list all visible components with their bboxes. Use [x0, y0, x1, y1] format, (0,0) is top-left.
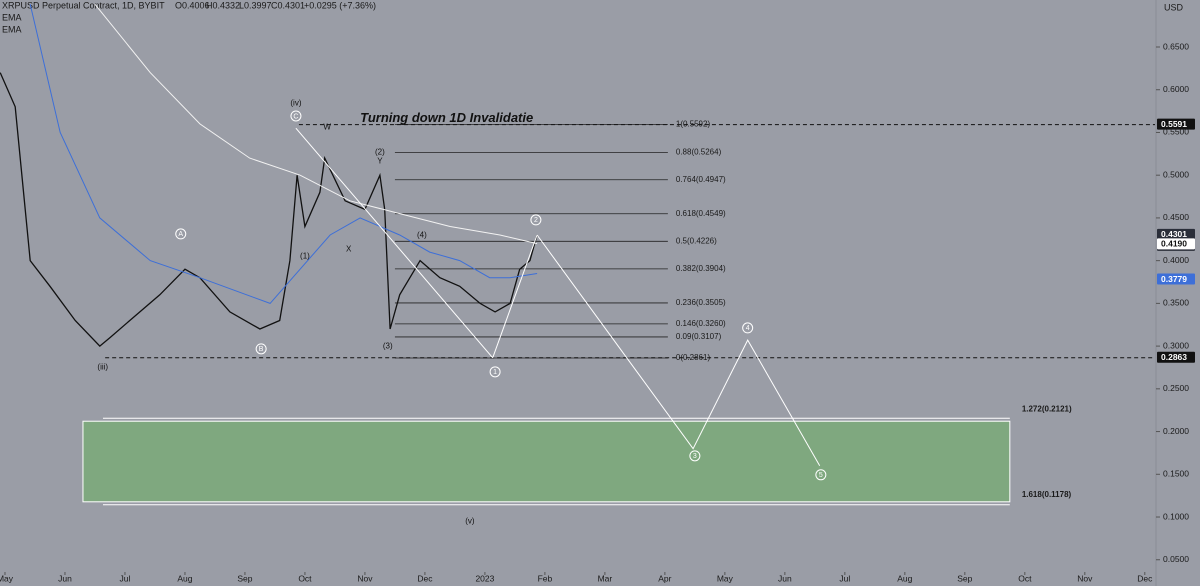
x-tick-label: May: [717, 573, 734, 583]
price-badge-label: 0.3779: [1161, 274, 1187, 284]
wave-label: (2): [375, 148, 385, 157]
x-tick-label: Dec: [1137, 573, 1153, 583]
x-tick-label: Nov: [357, 573, 373, 583]
x-tick-label: Dec: [417, 573, 433, 583]
annotation-circle: [815, 469, 827, 481]
x-tick-label: Jul: [120, 573, 131, 583]
x-tick-label: Aug: [897, 573, 912, 583]
y-tick-label: 0.1500: [1163, 469, 1189, 479]
wave-label: (4): [417, 231, 427, 240]
fib-label: 0.88(0.5264): [676, 148, 722, 157]
wave-line: [492, 234, 538, 358]
annotation-circle: [689, 450, 701, 462]
y-tick-label: 0.4500: [1163, 212, 1189, 222]
y-tick-label: 0.6000: [1163, 84, 1189, 94]
wave-label: B: [259, 346, 264, 353]
wave-label: (iv): [290, 99, 301, 108]
wave-label: 5: [819, 472, 823, 479]
annotation-title: Turning down 1D Invalidatie: [360, 110, 533, 125]
y-tick-label: 0.5000: [1163, 169, 1189, 179]
x-tick-label: Apr: [658, 573, 671, 583]
y-tick-label: 0.0500: [1163, 554, 1189, 564]
fib-label: 0.382(0.3904): [676, 264, 726, 273]
price-badge-label: 0.4301: [1161, 229, 1187, 239]
wave-label: 4: [746, 325, 750, 332]
header-symbol: XRPUSD Perpetual Contract, 1D, BYBIT: [2, 0, 165, 10]
wave-label: A: [178, 231, 183, 238]
annotation-circle: [290, 110, 302, 122]
price-badge-label: 0.5591: [1161, 119, 1187, 129]
y-tick-label: 0.2500: [1163, 383, 1189, 393]
wave-label: X: [346, 245, 352, 254]
y-tick-label: 0.5500: [1163, 127, 1189, 137]
x-tick-label: Mar: [598, 573, 613, 583]
x-tick-label: Feb: [538, 573, 553, 583]
x-tick-label: Oct: [298, 573, 312, 583]
y-tick-label: 0.2000: [1163, 426, 1189, 436]
x-tick-label: Sep: [957, 573, 972, 583]
header-change: +0.0295 (+7.36%): [304, 0, 376, 10]
x-tick-label: May: [0, 573, 14, 583]
annotation-circle: [489, 366, 501, 378]
price-badge-label: 0.2863: [1161, 352, 1187, 362]
price-badge: [1157, 273, 1195, 285]
fib-label: 0.5(0.4226): [676, 236, 717, 245]
annotation-circle: [175, 228, 187, 240]
header-high: H0.4332: [206, 0, 240, 10]
x-tick-label: Nov: [1077, 573, 1093, 583]
x-tick-label: Oct: [1018, 573, 1032, 583]
price-axis-bg: [1156, 0, 1200, 586]
x-tick-label: Jul: [839, 573, 850, 583]
annotation-circle: [742, 322, 754, 334]
legend-ema: EMA: [2, 24, 22, 34]
y-tick-label: 0.3000: [1163, 340, 1189, 350]
legend-ema: EMA: [2, 12, 22, 22]
wave-line: [295, 127, 494, 359]
price-badge: [1157, 238, 1195, 250]
zone-bottom-label: 1.618(0.1178): [1022, 490, 1072, 499]
wave-label: (iii): [97, 362, 108, 371]
header-low: L0.3997: [239, 0, 272, 10]
y-tick-label: 0.6500: [1163, 41, 1189, 51]
fib-label: 0.764(0.4947): [676, 175, 726, 184]
wave-label: (v): [465, 516, 475, 525]
wave-label: (3): [383, 341, 393, 350]
fib-label: 0.618(0.4549): [676, 209, 726, 218]
x-tick-label: Sep: [237, 573, 252, 583]
fib-label: 0.146(0.3260): [676, 319, 726, 328]
wave-label: C: [293, 113, 298, 120]
wave-label: W: [323, 123, 331, 132]
x-tick-label: 2023: [475, 573, 494, 583]
wave-line: [536, 234, 821, 466]
price-badge-label: 0.4190: [1161, 239, 1187, 249]
ema-line: [94, 3, 538, 245]
zone-top-label: 1.272(0.2121): [1022, 404, 1072, 413]
fib-label: 0.236(0.3505): [676, 298, 726, 307]
price-line: [0, 72, 538, 347]
wave-label: 1: [493, 369, 497, 376]
annotation-circle: [530, 214, 542, 226]
y-tick-label: 0.3500: [1163, 298, 1189, 308]
wave-label: Y: [377, 157, 383, 166]
currency: USD: [1164, 2, 1184, 12]
y-tick-label: 0.4000: [1163, 255, 1189, 265]
price-badge: [1157, 118, 1195, 130]
fib-label: 0.09(0.3107): [676, 332, 722, 341]
header-open: O0.4006: [175, 0, 210, 10]
wave-label: 3: [693, 453, 697, 460]
x-tick-label: Jun: [58, 573, 72, 583]
annotation-circle: [255, 343, 267, 355]
x-tick-label: Jun: [778, 573, 792, 583]
header-close: C0.4301: [271, 0, 305, 10]
y-tick-label: 0.1000: [1163, 511, 1189, 521]
wave-label: (1): [300, 251, 310, 260]
target-zone: [82, 420, 1011, 503]
x-tick-label: Aug: [177, 573, 192, 583]
wave-label: 2: [534, 217, 538, 224]
price-badge: [1157, 351, 1195, 363]
ema-line: [29, 4, 538, 304]
